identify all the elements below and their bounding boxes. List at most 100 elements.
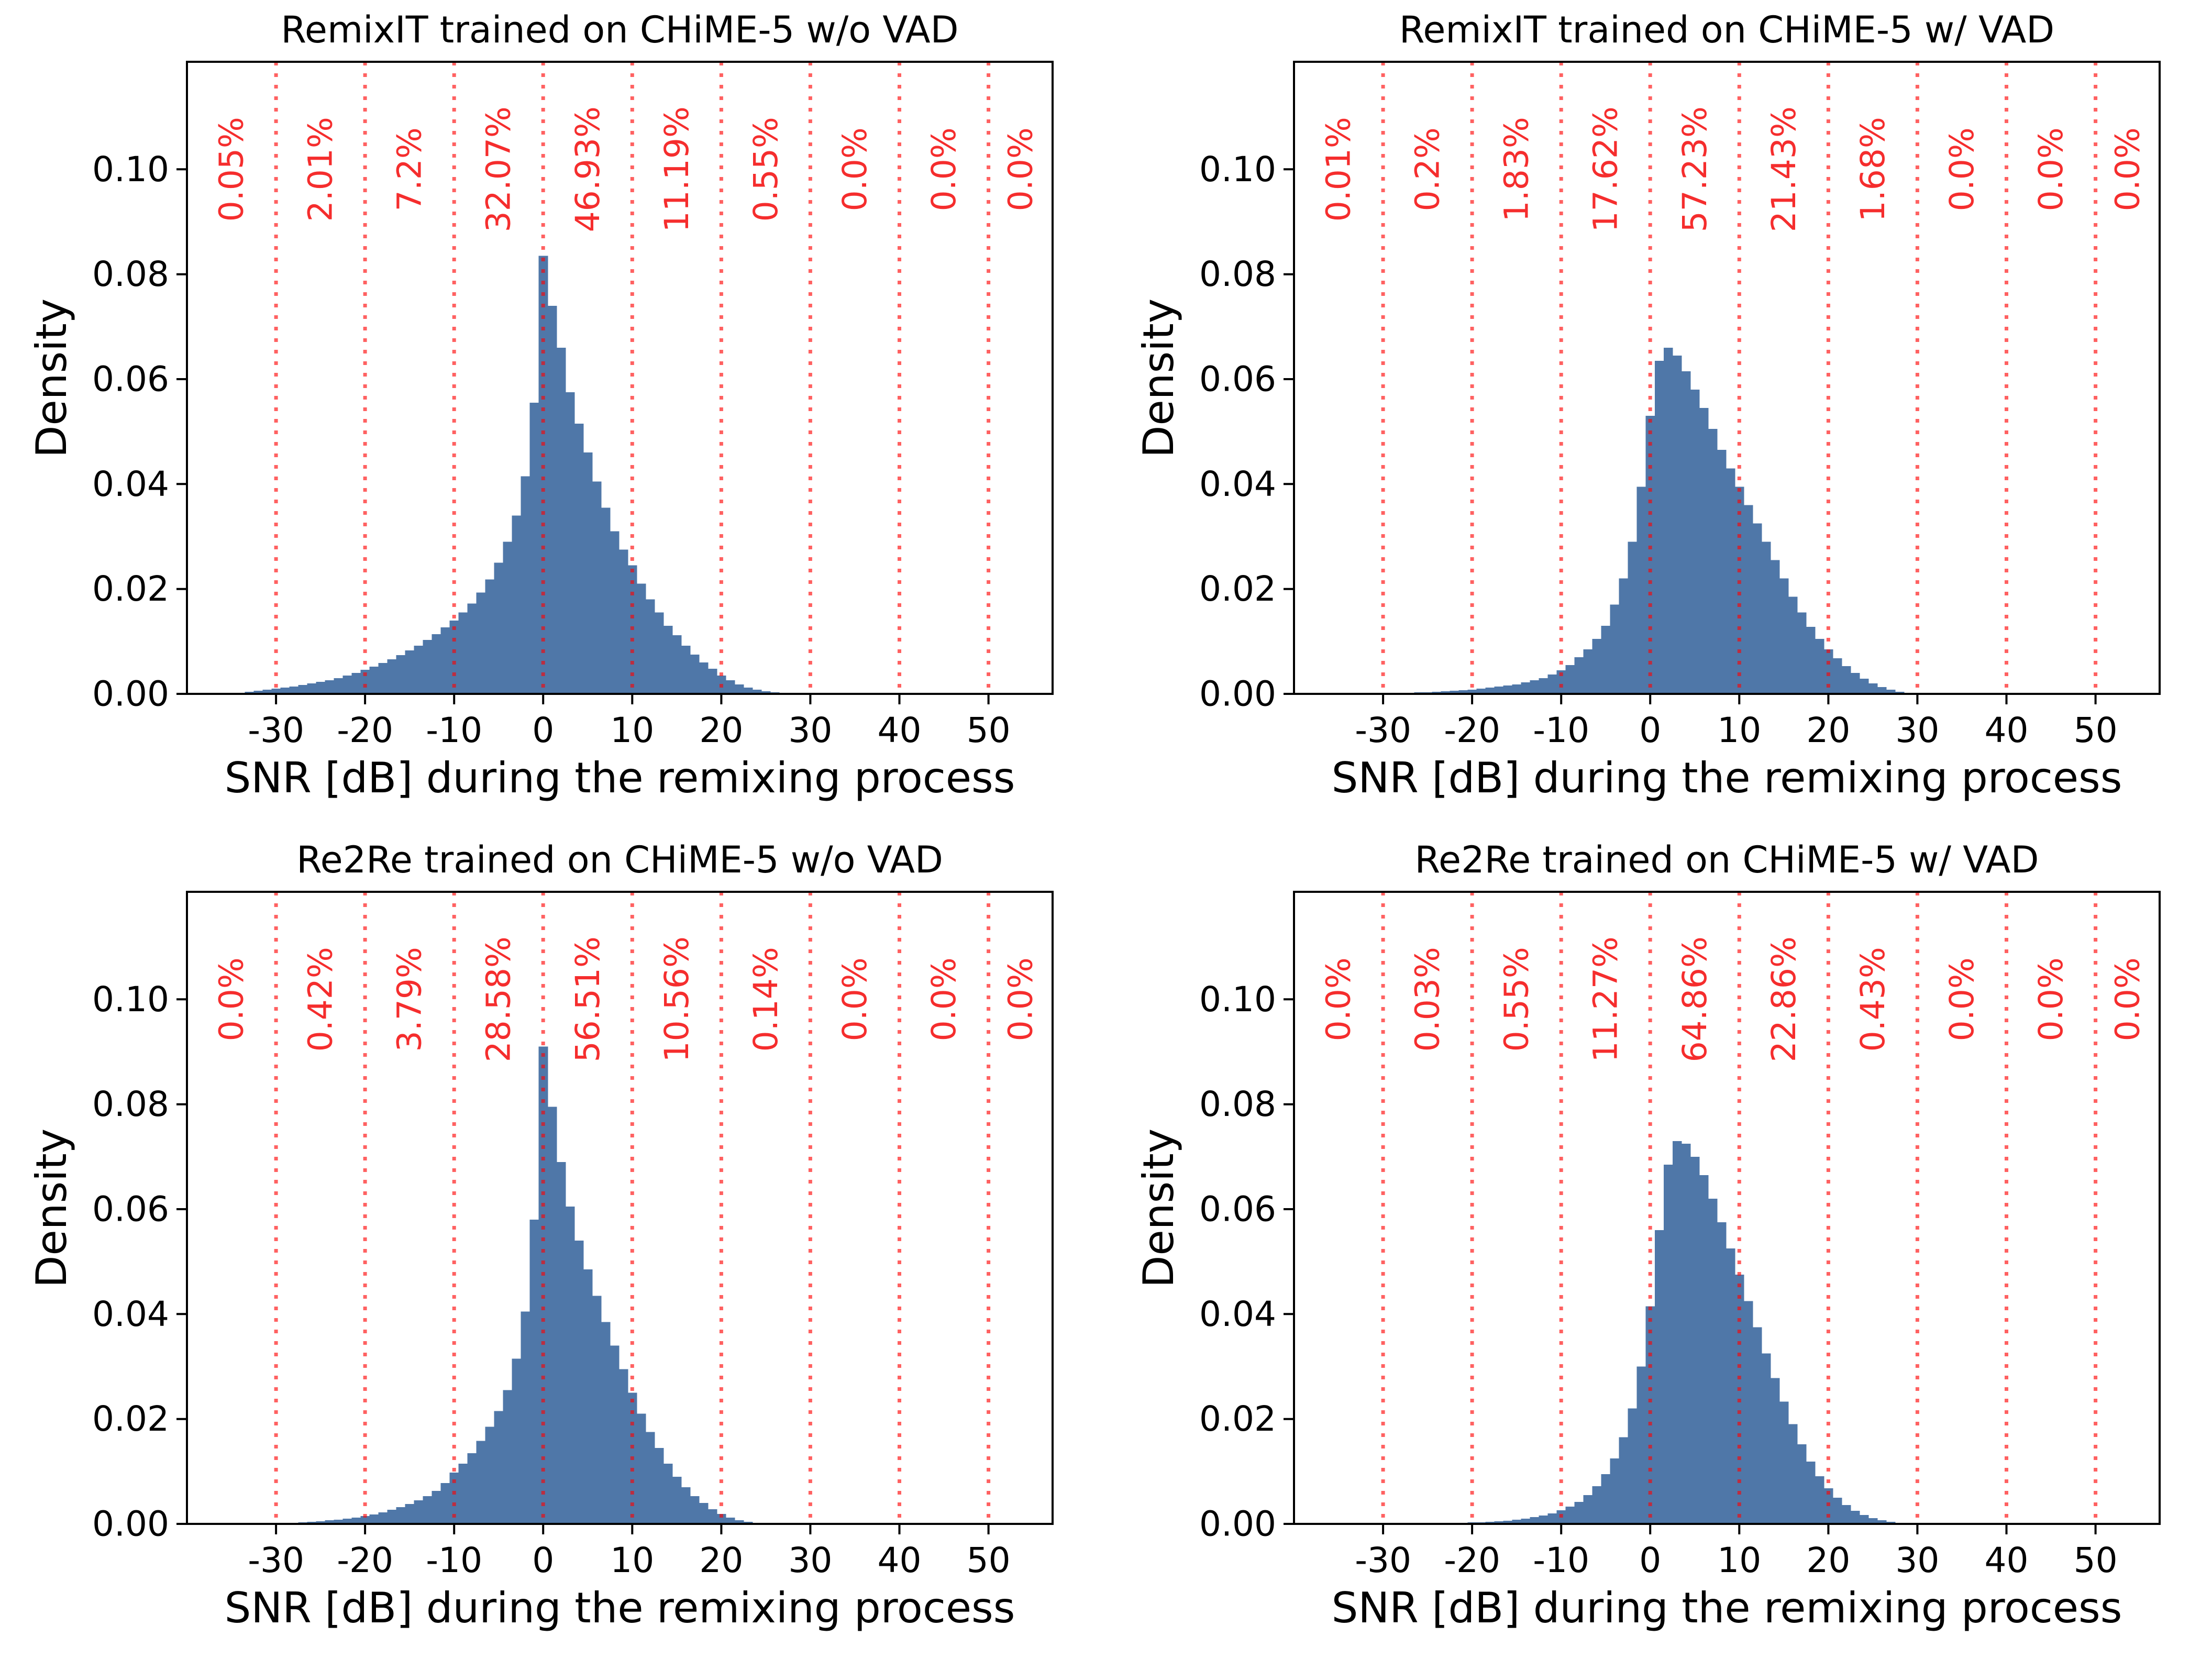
y-axis-label: Density: [27, 1128, 76, 1288]
histogram-bar: [342, 1518, 352, 1524]
y-tick-label: 0.04: [1199, 1294, 1276, 1334]
histogram-bar: [618, 1369, 628, 1524]
histogram-bar: [458, 1463, 468, 1524]
y-tick-label: 0.00: [92, 1504, 169, 1544]
panel-remixit-w-vad: RemixIT trained on CHiME-5 w/ VAD Densit…: [1134, 8, 2161, 802]
x-tick-label: -10: [1533, 1540, 1589, 1580]
histogram-bar: [583, 452, 593, 694]
y-tick-label: 0.02: [92, 1399, 169, 1439]
x-tick-label: 20: [1806, 710, 1850, 750]
histogram-bar: [449, 1472, 459, 1524]
band-percentage-label: 56.51%: [569, 936, 607, 1062]
histogram-bar: [1521, 1518, 1531, 1524]
band-percentage-label: 32.07%: [480, 106, 518, 232]
plot-title: RemixIT trained on CHiME-5 w/ VAD: [1399, 8, 2055, 51]
band-percentage-label: 1.83%: [1498, 117, 1536, 222]
histogram-bar: [351, 672, 361, 694]
histogram-plot: 0.0% 0.42% 3.79% 28.58% 56.51% 10.56% 0.14% 0.0…: [92, 891, 1054, 1580]
histogram-bar: [1645, 416, 1655, 694]
x-tick-label: 0: [1639, 710, 1661, 750]
histogram-bar: [1494, 1521, 1504, 1524]
band-percentage-label: 0.0%: [2032, 127, 2070, 211]
histogram-bar: [396, 1507, 406, 1524]
histogram-bar: [1432, 691, 1442, 694]
y-tick-label: 0.10: [92, 979, 169, 1020]
histogram-bar: [1503, 1520, 1513, 1524]
histogram-bar: [1690, 1156, 1700, 1524]
histogram-bar: [1494, 686, 1504, 694]
histogram-bar: [1654, 1230, 1664, 1524]
plot-title: Re2Re trained on CHiME-5 w/o VAD: [296, 838, 943, 881]
histogram-bar: [1619, 578, 1629, 694]
histogram-bar: [752, 689, 762, 694]
histogram-bar: [681, 1487, 691, 1524]
histogram-bar: [1699, 408, 1709, 694]
band-percentage-label: 0.0%: [1943, 957, 1981, 1041]
histogram-bar: [672, 635, 682, 694]
histogram-bar: [1565, 665, 1575, 694]
x-tick-label: 50: [2074, 710, 2118, 750]
histogram-bar: [1601, 625, 1611, 694]
y-tick-label: 0.02: [1199, 1399, 1276, 1439]
histogram-bar: [1717, 1222, 1727, 1524]
histogram-bar: [734, 1520, 744, 1524]
histogram-bar: [636, 583, 646, 694]
histogram-bar: [610, 531, 620, 694]
histogram-bar: [1654, 360, 1664, 694]
histogram-bar: [547, 1107, 557, 1524]
band-percentage-label: 0.0%: [1001, 957, 1039, 1041]
band-percentage-label: 0.2%: [1409, 127, 1447, 211]
band-percentage-label: 11.19%: [658, 106, 696, 232]
histogram-bar: [1779, 1401, 1789, 1524]
histogram-bar: [494, 562, 504, 694]
histogram-bar: [396, 655, 406, 694]
histogram-bar: [1815, 638, 1824, 694]
histogram-bar: [1886, 1521, 1896, 1524]
histogram-bar: [1628, 541, 1638, 694]
x-tick-label: -20: [1444, 1540, 1500, 1580]
band-percentage-label: 0.03%: [1409, 947, 1447, 1052]
x-tick-label: 40: [1985, 1540, 2029, 1580]
histogram-bar: [1708, 1198, 1718, 1524]
band-percentage-label: 0.0%: [836, 127, 874, 211]
y-tick-label: 0.04: [92, 1294, 169, 1334]
histogram-bar: [1485, 687, 1495, 694]
x-tick-label: 10: [1717, 710, 1761, 750]
band-percentage-label: 11.27%: [1587, 936, 1625, 1062]
histogram-bar: [1877, 1520, 1887, 1524]
x-tick-label: -30: [248, 1540, 304, 1580]
x-tick-label: -30: [248, 710, 304, 750]
histogram-bar: [1458, 690, 1468, 694]
band-percentage-label: 0.0%: [2108, 957, 2147, 1041]
histogram-bar: [512, 1358, 522, 1524]
histogram-bar: [1547, 1513, 1557, 1524]
y-tick-label: 0.02: [92, 569, 169, 609]
histogram-bar: [476, 592, 486, 694]
histogram-bar: [1574, 1501, 1584, 1524]
histogram-bar: [1441, 691, 1451, 694]
x-tick-label: 10: [610, 1540, 654, 1580]
histogram-bar: [467, 1453, 477, 1524]
histogram-bar: [1761, 541, 1771, 694]
histogram-bar: [663, 625, 673, 694]
y-tick-label: 0.00: [1199, 674, 1276, 714]
histogram-bar: [690, 1496, 700, 1524]
histogram-bar: [1592, 1486, 1602, 1524]
histogram-bar: [1521, 682, 1531, 694]
histogram-bar: [654, 612, 664, 694]
histogram-bar: [334, 678, 344, 694]
y-tick-label: 0.02: [1199, 569, 1276, 609]
x-tick-label: -20: [1444, 710, 1500, 750]
histogram-bar: [1726, 1248, 1735, 1524]
histogram-bar: [1628, 1408, 1638, 1524]
histogram-bar: [280, 687, 290, 694]
y-axis-label: Density: [27, 298, 76, 458]
histogram-bar: [253, 690, 263, 694]
histogram-bar: [716, 1513, 726, 1524]
y-tick-label: 0.04: [1199, 464, 1276, 504]
histogram-bar: [1610, 1458, 1620, 1524]
band-percentage-label: 0.0%: [925, 127, 963, 211]
histogram-bar: [1726, 468, 1735, 694]
histogram-bar: [1788, 596, 1798, 694]
histogram-bar: [521, 476, 530, 694]
